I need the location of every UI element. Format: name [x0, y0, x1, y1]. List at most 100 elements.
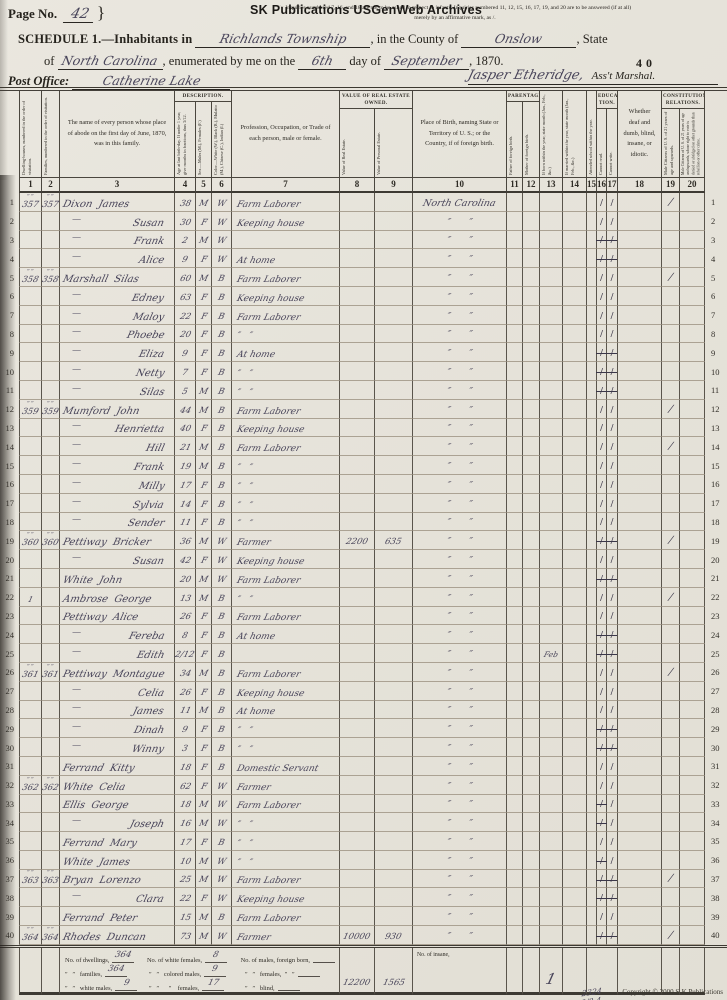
- birth-month-cell: [540, 888, 563, 908]
- mother-foreign-cell: [523, 550, 540, 569]
- birth-month-cell: [540, 474, 563, 494]
- father-foreign-cell: [507, 362, 523, 381]
- col-real-estate-header: Value of Real Estate.: [340, 109, 375, 177]
- attended-school-cell: [587, 888, 597, 908]
- tally-mark: /: [610, 310, 614, 322]
- cannot-write-cell: /: [607, 813, 618, 833]
- tally-mark: /: [606, 385, 617, 397]
- tally-mark: /: [610, 272, 614, 284]
- male-citizen-cell: [662, 606, 680, 626]
- cannot-write-cell: /: [607, 794, 618, 814]
- dwelling-number-cell: [19, 493, 42, 513]
- married-month-cell: [563, 738, 587, 757]
- male-citizen-cell: [662, 756, 680, 776]
- father-foreign-cell: [507, 587, 523, 607]
- col-name-header: The name of every person whose place of …: [60, 91, 175, 178]
- age-cell: 18: [175, 756, 196, 776]
- person-name-cell: Ferrand Mary: [60, 832, 175, 851]
- column-number: 12: [523, 178, 540, 193]
- cannot-read-cell: /: [597, 474, 607, 494]
- col-cannot-write-header: Cannot write.: [608, 151, 613, 175]
- sex-cell: M: [196, 456, 212, 475]
- footer-col18: [618, 947, 662, 995]
- deaf-dumb-cell: [618, 587, 662, 607]
- male-citizen-cell: [662, 568, 680, 588]
- row-number-right: 40: [711, 930, 720, 941]
- table-row: 33 Ellis George 18 M W Farm Laborer ″ ″ // 33: [0, 794, 727, 814]
- table-row: 27 — Celia 26 F B Keeping house ″ ″ / / 27: [0, 681, 727, 701]
- family-number-cell: [42, 907, 60, 927]
- table-row: 37 ″ ″ 363 ″ ″ 363 Bryan Lorenzo 25 M W Farm Labo…: [0, 869, 727, 889]
- person-name-cell: Ellis George: [60, 794, 175, 814]
- tally-mark: /: [667, 929, 674, 941]
- attended-school-cell: [587, 512, 597, 532]
- table-row: 20 — Susan 42 F W Keeping house ″ ″ / / 20: [0, 550, 727, 569]
- father-foreign-cell: [507, 625, 523, 645]
- family-number-cell: [42, 756, 60, 776]
- marshal-title: Ass't Marshal.: [591, 70, 656, 82]
- dwelling-number-cell: ″ ″ 363: [19, 869, 42, 889]
- person-name-cell: — Hill: [60, 437, 175, 457]
- color-cell: W: [212, 850, 232, 870]
- deaf-dumb-cell: [618, 418, 662, 438]
- instructions-line2: merely by an affirmative mark, as /.: [414, 14, 496, 21]
- ditto-dash: —: [70, 722, 83, 733]
- cannot-write-cell: /: [606, 568, 618, 588]
- personal-estate-value-cell: [375, 418, 413, 438]
- age-cell: 26: [175, 606, 196, 626]
- occupation-cell: Farmer: [232, 926, 340, 945]
- tally-mark: /: [600, 442, 603, 454]
- voting-denied-cell: [680, 531, 705, 551]
- person-name: Sender: [126, 518, 166, 530]
- father-foreign-cell: [507, 644, 523, 663]
- father-foreign-cell: [507, 343, 523, 363]
- male-citizen-cell: /: [662, 926, 680, 945]
- personal-estate-value-cell: [375, 700, 413, 720]
- dwelling-number-cell: [19, 230, 42, 250]
- column-number: 3: [60, 178, 175, 193]
- row-number-right: 9: [711, 347, 716, 358]
- occupation-cell: At home: [232, 249, 340, 269]
- birthplace-cell: ″ ″: [413, 719, 507, 739]
- father-foreign-cell: [507, 700, 523, 720]
- person-name: Susan: [131, 217, 166, 229]
- personal-estate-value-cell: [375, 324, 413, 344]
- sex-cell: F: [196, 681, 212, 701]
- married-month-cell: [563, 286, 587, 306]
- cannot-write-cell: /: [607, 775, 618, 795]
- person-name: Eliza: [137, 349, 166, 361]
- cannot-write-cell: /: [607, 399, 618, 419]
- birthplace-cell: ″ ″: [413, 907, 507, 927]
- real-estate-value-cell: [340, 286, 375, 306]
- tally-mark: /: [606, 366, 617, 378]
- voting-denied-cell: [680, 305, 705, 325]
- father-foreign-cell: [507, 869, 523, 889]
- attended-school-cell: [587, 268, 597, 287]
- cannot-write-cell: /: [606, 343, 618, 363]
- birth-month-cell: [540, 249, 563, 269]
- table-row: 26 ″ ″ 361 ″ ″ 361 Pettiway Montague 34 M B Farm …: [0, 662, 727, 682]
- dwelling-number-cell: [19, 700, 42, 720]
- occupation-cell: Farm Laborer: [232, 869, 340, 889]
- census-table: Dwelling-houses, numbered in the order o…: [0, 90, 727, 1000]
- cannot-write-cell: /: [606, 644, 618, 663]
- cannot-read-cell: /: [597, 437, 607, 457]
- tally-mark: /: [600, 423, 603, 435]
- ditto-dash: —: [70, 252, 83, 263]
- row-number-right: 29: [711, 723, 720, 734]
- tally-mark: /: [667, 271, 674, 283]
- age-cell: 26: [175, 681, 196, 701]
- attended-school-cell: [587, 324, 597, 344]
- footer-mark-cell: 1: [540, 947, 563, 995]
- cannot-read-cell: /: [596, 380, 607, 400]
- number-row-left-margin: [0, 178, 19, 193]
- birthplace-cell: ″ ″: [413, 813, 507, 833]
- col-attended-school-header: Attended school within the year.: [587, 91, 597, 178]
- color-cell: B: [212, 907, 232, 927]
- voting-denied-cell: [680, 268, 705, 287]
- attended-school-cell: [587, 305, 597, 325]
- tally-mark: /: [667, 666, 674, 678]
- col-mother-foreign-header: Mother of foreign birth.: [524, 133, 529, 175]
- ditto-dash: —: [70, 308, 83, 319]
- occupation-cell: ″ ″: [232, 738, 340, 757]
